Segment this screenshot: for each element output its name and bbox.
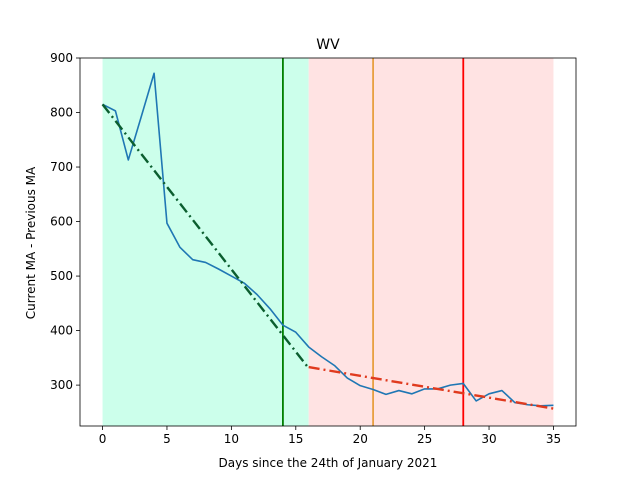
y-tick-label: 400	[50, 324, 73, 338]
x-axis-label: Days since the 24th of January 2021	[219, 456, 438, 470]
y-tick-label: 300	[50, 378, 73, 392]
x-tick-label: 30	[481, 432, 496, 446]
plot-frame	[79, 57, 577, 427]
y-axis-ticks: 300 400 500 600 700 800 900	[50, 51, 80, 392]
x-tick-label: 25	[417, 432, 432, 446]
y-tick-label: 800	[50, 106, 73, 120]
x-tick-label: 20	[353, 432, 368, 446]
series-layer	[102, 72, 554, 407]
x-tick-label: 10	[224, 432, 239, 446]
shaded-regions	[102, 58, 554, 426]
y-axis-label: Current MA - Previous MA	[24, 166, 38, 319]
y-tick-label: 700	[50, 160, 73, 174]
vertical-lines	[282, 58, 465, 426]
chart-title: WV	[316, 37, 340, 53]
trend-line-1	[101, 103, 310, 369]
trend-lines	[101, 103, 554, 410]
y-tick-label: 600	[50, 215, 73, 229]
x-tick-label: 35	[546, 432, 561, 446]
x-axis-ticks: 0 5 10 15 20 25 30 35	[99, 426, 561, 446]
y-tick-label: 900	[50, 51, 73, 65]
y-tick-label: 500	[50, 269, 73, 283]
x-tick-label: 15	[288, 432, 303, 446]
shaded-region-1	[102, 58, 309, 426]
series-line-1	[102, 72, 554, 407]
shaded-region-2	[308, 58, 554, 426]
x-tick-label: 5	[163, 432, 171, 446]
x-tick-label: 0	[99, 432, 107, 446]
